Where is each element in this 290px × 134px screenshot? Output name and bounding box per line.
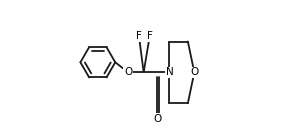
- Text: O: O: [153, 114, 161, 124]
- Text: N: N: [166, 67, 173, 77]
- Text: F: F: [147, 31, 153, 41]
- Text: F: F: [136, 31, 142, 41]
- Text: O: O: [190, 67, 198, 77]
- Text: O: O: [124, 67, 132, 77]
